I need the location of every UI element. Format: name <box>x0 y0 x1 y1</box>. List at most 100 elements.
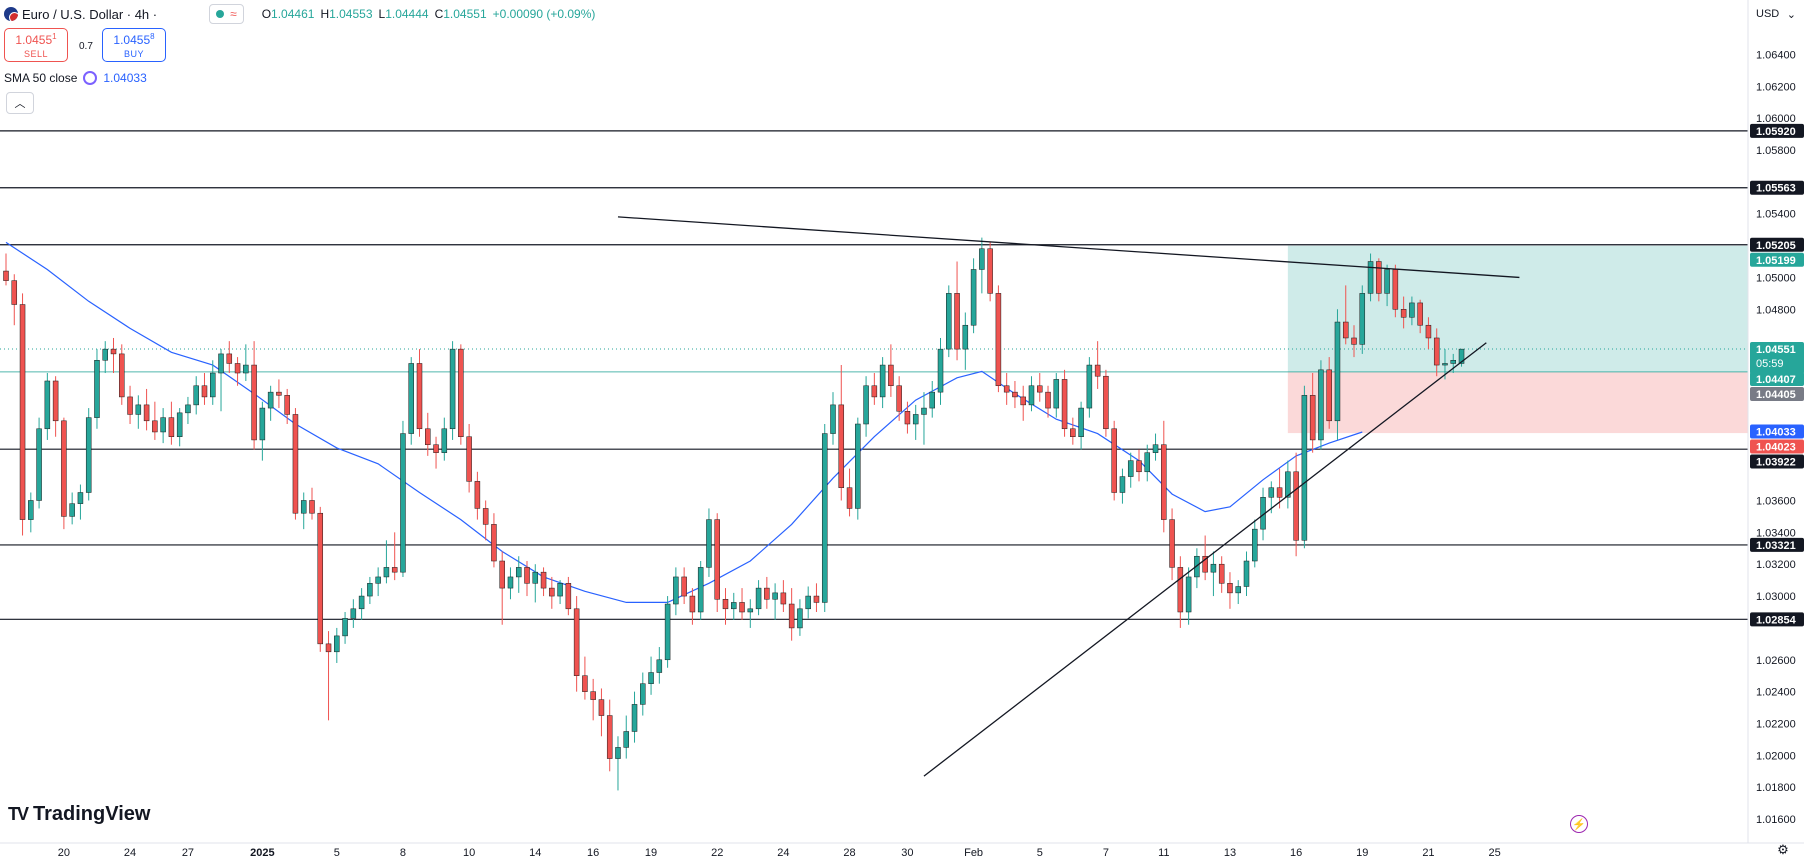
candle[interactable] <box>904 401 911 434</box>
candle[interactable] <box>193 376 199 415</box>
candle[interactable] <box>606 699 613 772</box>
candle[interactable] <box>19 293 26 536</box>
candle[interactable] <box>813 583 820 612</box>
candle[interactable] <box>234 357 241 386</box>
candle[interactable] <box>1243 551 1250 597</box>
candle[interactable] <box>276 379 282 409</box>
candle[interactable] <box>391 532 398 581</box>
candle[interactable] <box>681 567 687 605</box>
candle[interactable] <box>772 583 778 620</box>
candle[interactable] <box>251 341 257 450</box>
candle[interactable] <box>1376 258 1382 302</box>
candle[interactable] <box>482 500 489 541</box>
trendline[interactable] <box>923 342 1487 777</box>
candle[interactable] <box>1252 519 1258 568</box>
candle[interactable] <box>706 508 712 577</box>
candle[interactable] <box>375 567 381 597</box>
candle[interactable] <box>1086 357 1093 418</box>
tradingview-logo[interactable]: TV TradingView <box>8 803 150 826</box>
candle[interactable] <box>912 404 919 440</box>
candle[interactable] <box>1334 309 1341 440</box>
candle[interactable] <box>540 567 547 597</box>
collapse-legend-button[interactable]: ︿ <box>6 92 34 114</box>
candle[interactable] <box>449 341 456 440</box>
candle[interactable] <box>243 344 249 381</box>
candle[interactable] <box>168 401 175 445</box>
candle[interactable] <box>697 561 704 620</box>
candle[interactable] <box>1342 285 1349 345</box>
candle[interactable] <box>590 678 596 721</box>
candle[interactable] <box>1094 341 1101 389</box>
candle[interactable] <box>1185 567 1192 625</box>
candle[interactable] <box>739 588 745 620</box>
candle[interactable] <box>714 513 720 612</box>
price-axis[interactable]: 1.06400 1.06200 1.06000 1.05800 1.05400 1.050… <box>1756 49 1796 826</box>
candle[interactable] <box>1433 328 1440 377</box>
candle[interactable] <box>441 417 448 461</box>
candle[interactable] <box>350 599 357 628</box>
candle[interactable] <box>499 551 505 625</box>
candle[interactable] <box>1119 468 1126 504</box>
candle[interactable] <box>640 672 646 716</box>
candle[interactable] <box>1227 572 1233 609</box>
candle[interactable] <box>515 556 522 593</box>
candle[interactable] <box>524 561 530 597</box>
candle[interactable] <box>921 392 927 445</box>
candle[interactable] <box>805 586 811 619</box>
candle[interactable] <box>896 376 902 421</box>
candle[interactable] <box>284 388 290 424</box>
candle[interactable] <box>1417 299 1423 334</box>
candle[interactable] <box>400 420 406 577</box>
candle[interactable] <box>557 580 563 605</box>
candle[interactable] <box>1235 580 1241 605</box>
candle[interactable] <box>300 492 307 530</box>
candle[interactable] <box>664 596 671 668</box>
candle[interactable] <box>970 258 977 334</box>
candle[interactable] <box>1169 508 1175 581</box>
candle[interactable] <box>325 631 332 721</box>
candle[interactable] <box>474 471 481 520</box>
candle[interactable] <box>1326 357 1332 429</box>
candle[interactable] <box>846 468 853 517</box>
candle[interactable] <box>1053 373 1060 418</box>
candle[interactable] <box>367 576 373 605</box>
candle[interactable] <box>830 392 836 445</box>
currency-selector[interactable]: USD ⌄ <box>1752 4 1800 24</box>
candle[interactable] <box>1392 264 1399 318</box>
candle[interactable] <box>1020 385 1026 421</box>
candle[interactable] <box>425 412 431 456</box>
candle[interactable] <box>987 242 993 302</box>
candle[interactable] <box>1103 369 1109 437</box>
candle[interactable] <box>1136 449 1142 482</box>
candle[interactable] <box>615 736 621 791</box>
candle[interactable] <box>507 567 514 600</box>
candle[interactable] <box>77 484 84 520</box>
candle[interactable] <box>11 274 18 326</box>
candle[interactable] <box>995 285 1002 393</box>
candle[interactable] <box>1359 285 1366 354</box>
candle[interactable] <box>1400 296 1407 329</box>
candle[interactable] <box>946 285 952 358</box>
candle[interactable] <box>1301 385 1308 549</box>
candle[interactable] <box>1202 535 1208 581</box>
candle[interactable] <box>259 401 266 461</box>
candle[interactable] <box>1127 452 1134 488</box>
candle[interactable] <box>1351 325 1357 358</box>
candle[interactable] <box>408 357 414 445</box>
candle[interactable] <box>317 506 324 652</box>
candle[interactable] <box>1384 264 1390 307</box>
candle[interactable] <box>598 688 605 737</box>
candle[interactable] <box>1111 420 1117 501</box>
stop-zone[interactable] <box>1287 371 1748 434</box>
candle[interactable] <box>747 599 754 628</box>
candle[interactable] <box>1037 373 1043 402</box>
candle[interactable] <box>491 513 497 568</box>
candle[interactable] <box>309 487 315 520</box>
candle[interactable] <box>929 380 935 418</box>
candle[interactable] <box>1070 417 1076 445</box>
target-zone[interactable] <box>1287 245 1748 372</box>
candle[interactable] <box>780 580 787 612</box>
candle[interactable] <box>937 337 944 405</box>
